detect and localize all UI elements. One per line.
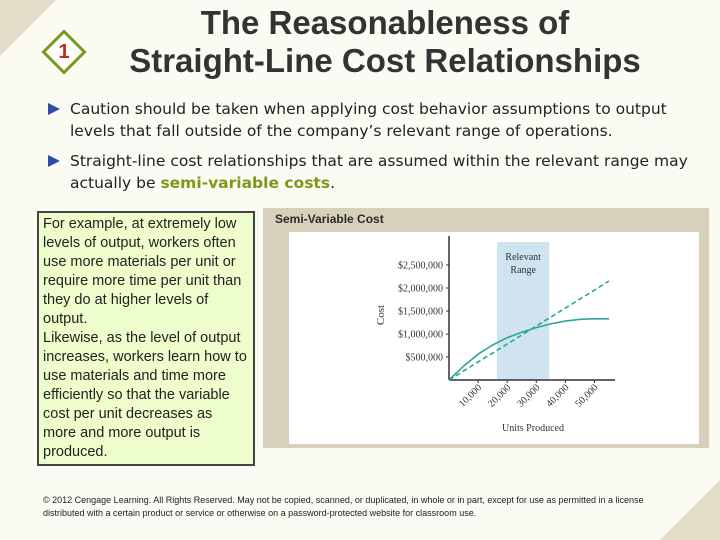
bullet-item: Straight-line cost relationships that ar… bbox=[48, 150, 708, 194]
linear-cost-line bbox=[448, 280, 610, 381]
example-textbox: For example, at extremely low levels of … bbox=[37, 211, 255, 466]
slide-number: 1 bbox=[58, 40, 70, 63]
y-axis-label: Cost bbox=[375, 305, 387, 325]
title-line-1: The Reasonableness of bbox=[200, 4, 570, 41]
bullet-text: Caution should be taken when applying co… bbox=[70, 100, 667, 140]
relevant-range-band bbox=[497, 242, 550, 380]
y-tick-label: $1,500,000 bbox=[398, 307, 443, 318]
y-tick-label: $2,500,000 bbox=[398, 261, 443, 272]
y-tick-label: $2,000,000 bbox=[398, 284, 443, 295]
y-tick-label: $1,000,000 bbox=[398, 330, 443, 341]
bullet-text-suffix: . bbox=[330, 174, 336, 192]
semi-variable-cost-chart: Relevant Range $500,000 $1,000,000 $1,500,00… bbox=[263, 208, 709, 448]
bullet-item: Caution should be taken when applying co… bbox=[48, 98, 708, 142]
relevant-range-label: Range bbox=[510, 265, 536, 276]
y-tick-label: $500,000 bbox=[406, 353, 444, 364]
bullet-text-prefix: Straight-line cost relationships that ar… bbox=[70, 152, 688, 192]
corner-decoration-bottom-right bbox=[660, 480, 720, 540]
title-line-2: Straight-Line Cost Relationships bbox=[129, 42, 641, 79]
x-axis-label: Units Produced bbox=[502, 423, 564, 434]
example-paragraph-1: For example, at extremely low levels of … bbox=[43, 216, 242, 327]
bullet-list: Caution should be taken when applying co… bbox=[48, 98, 708, 202]
semi-variable-cost-curve bbox=[448, 318, 609, 381]
semi-variable-costs-highlight: semi-variable costs bbox=[160, 174, 331, 192]
bullet-arrow-icon bbox=[48, 155, 60, 167]
copyright-footer: © 2012 Cengage Learning. All Rights Rese… bbox=[43, 495, 644, 518]
slide-title: The Reasonableness of Straight-Line Cost… bbox=[70, 4, 700, 80]
example-paragraph-2: Likewise, as the level of output increas… bbox=[43, 330, 247, 460]
relevant-range-label: Relevant bbox=[505, 252, 541, 263]
chart-svg: Relevant Range $500,000 $1,000,000 $1,500,00… bbox=[289, 232, 699, 444]
chart-title: Semi-Variable Cost bbox=[275, 212, 384, 226]
chart-panel bbox=[289, 232, 699, 444]
bullet-arrow-icon bbox=[48, 103, 60, 115]
